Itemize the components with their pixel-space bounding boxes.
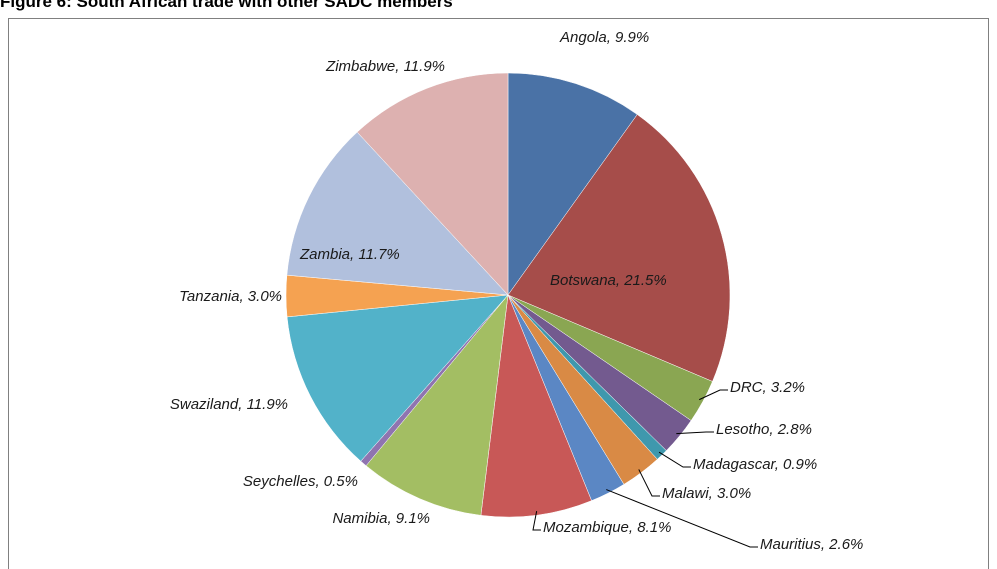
leader-line <box>638 469 660 497</box>
leader-line <box>699 389 728 401</box>
pie-slice <box>356 72 509 296</box>
data-label: Malawi, 3.0% <box>662 485 751 502</box>
pie-slice <box>507 72 638 296</box>
leader-line <box>606 489 758 548</box>
pie-slice <box>365 294 509 516</box>
pie-slice <box>286 131 509 296</box>
pie-slice <box>480 294 592 518</box>
pie-slice <box>286 294 509 462</box>
data-label: Swaziland, 11.9% <box>170 396 288 413</box>
data-label: Lesotho, 2.8% <box>716 421 812 438</box>
pie-slice <box>507 114 731 382</box>
data-label: Mozambique, 8.1% <box>543 519 671 536</box>
leader-line <box>676 431 714 435</box>
data-label: Angola, 9.9% <box>559 29 649 46</box>
data-label: Zimbabwe, 11.9% <box>325 58 445 75</box>
data-label: Tanzania, 3.0% <box>179 288 282 305</box>
data-label: Namibia, 9.1% <box>332 510 430 527</box>
leader-line <box>658 451 691 468</box>
data-label: Botswana, 21.5% <box>550 272 667 289</box>
chart-title: Figure 6: South African trade with other… <box>0 0 453 11</box>
data-label: DRC, 3.2% <box>730 379 805 396</box>
data-label: Mauritius, 2.6% <box>760 536 863 553</box>
leader-line <box>532 511 541 531</box>
data-label: Zambia, 11.7% <box>299 246 400 263</box>
data-label: Madagascar, 0.9% <box>693 456 817 473</box>
data-label: Seychelles, 0.5% <box>243 473 358 490</box>
